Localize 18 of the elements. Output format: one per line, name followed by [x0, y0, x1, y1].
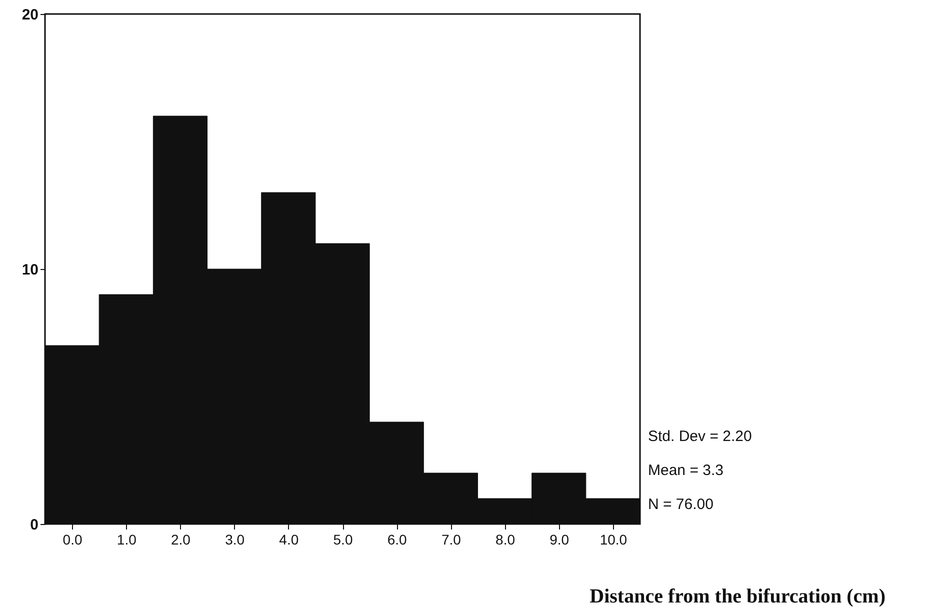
x-tick-label: 10.0: [600, 532, 628, 548]
text: Mean = 3.3: [648, 462, 724, 479]
x-tick-label: 1.0: [116, 532, 137, 548]
x-tick-label: 7.0: [441, 532, 462, 548]
y-tick-label: 20: [22, 6, 38, 24]
x-tick-label: 9.0: [550, 532, 570, 548]
x-axis-title: Distance from the bifurcation (cm): [590, 586, 886, 608]
x-tick-label: 0.0: [62, 532, 82, 548]
x-tick-label: 3.0: [225, 532, 245, 548]
y-tick-label: 10: [22, 262, 38, 278]
y-tick-label: 0: [30, 516, 38, 534]
x-tick-label: 4.0: [279, 532, 299, 548]
x-tick-label: 2.0: [170, 532, 191, 548]
x-tick-label: 8.0: [496, 532, 516, 548]
x-tick-label: 5.0: [333, 532, 353, 548]
text: Std. Dev = 2.20: [648, 428, 752, 445]
text: N = 76.00: [648, 496, 714, 513]
x-tick-label: 6.0: [387, 532, 408, 548]
